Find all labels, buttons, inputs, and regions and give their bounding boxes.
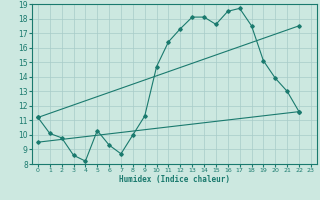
X-axis label: Humidex (Indice chaleur): Humidex (Indice chaleur) xyxy=(119,175,230,184)
